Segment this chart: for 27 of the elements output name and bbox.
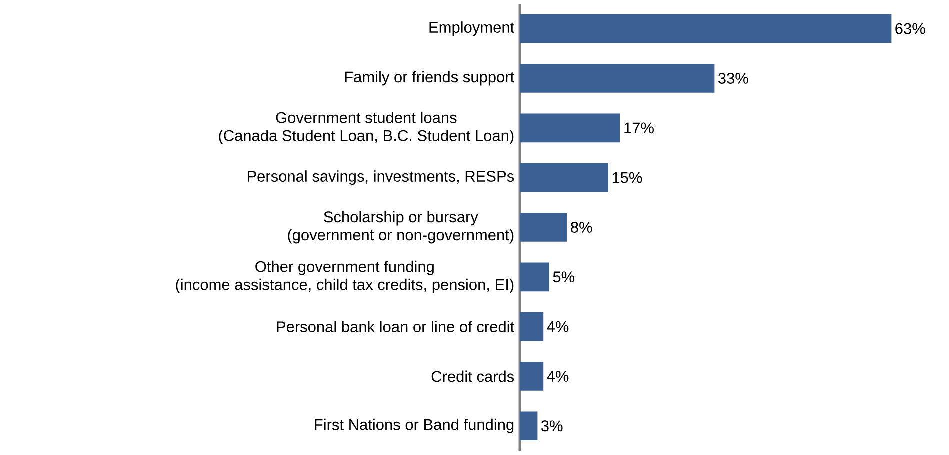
data-label: 17% [624,122,654,134]
y-tick-label: Credit cards [432,370,514,382]
y-tick-label: Scholarship or bursary (government or non-government) [288,211,514,244]
data-label: 63% [896,23,926,34]
bar [520,14,892,44]
data-label: 33% [718,73,748,84]
y-tick-label: First Nations or Band funding [315,418,514,434]
y-tick-label: Other government funding (income assistance, child tax credits, pension, EI) [176,260,514,294]
data-label: 3% [542,420,563,432]
bar [520,213,568,242]
y-tick-label: Personal savings, investments, RESPs [248,170,514,186]
data-label: 4% [547,371,569,382]
bar [520,412,538,441]
data-label: 5% [553,272,575,283]
y-tick-label: Family or friends support [345,71,514,86]
data-label: 15% [612,172,642,184]
y-tick-label: Personal bank loan or line of credit [277,321,514,333]
y-tick-label: Government student loans (Canada Student Loan, B.C. Student Loan) [219,112,514,144]
bar [520,163,608,192]
y-tick-label: Employment [430,22,515,36]
bar [520,262,550,292]
bar [520,362,544,391]
bar [520,312,544,342]
data-label: 8% [571,222,592,233]
bar [520,114,620,143]
data-label: 4% [547,321,569,332]
bar [520,64,715,93]
